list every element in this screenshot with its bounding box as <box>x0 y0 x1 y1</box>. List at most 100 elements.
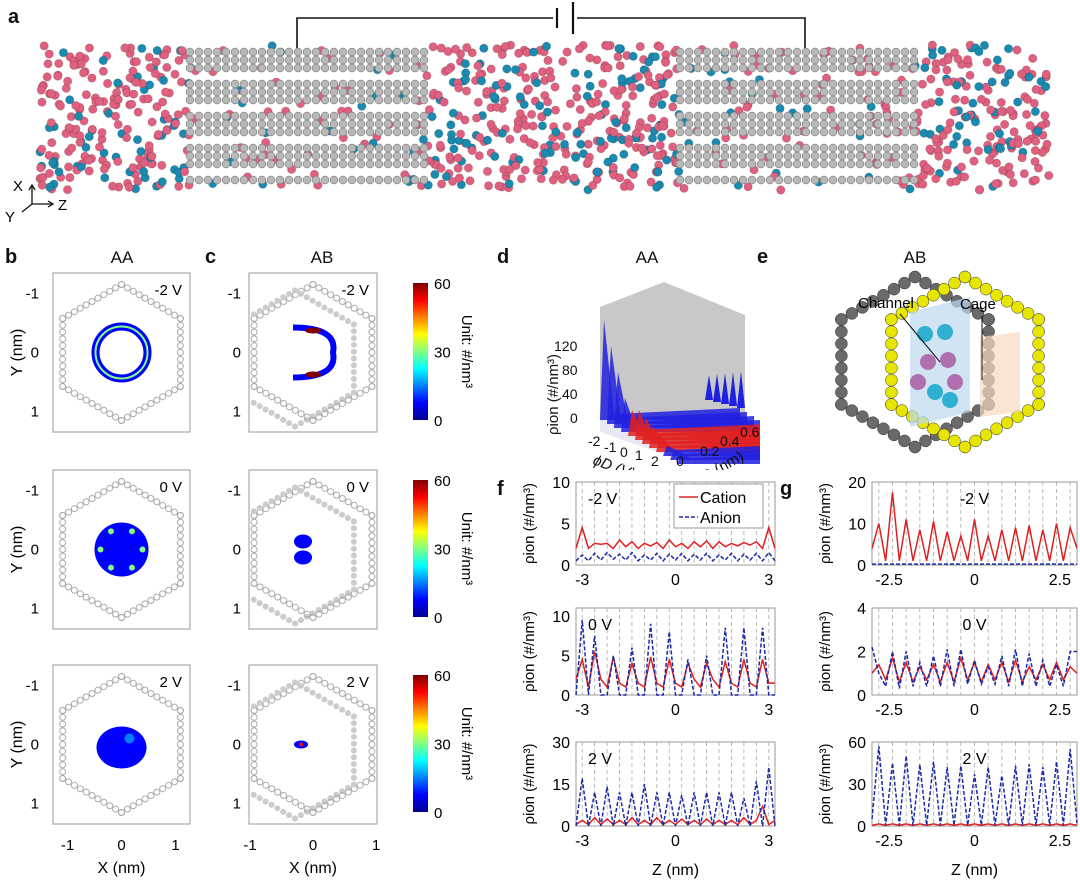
plot-frame <box>575 741 776 827</box>
y-tick-label: 0 <box>233 737 241 754</box>
colorbar-tick: 60 <box>434 276 451 293</box>
electrode-atom <box>419 127 429 137</box>
density-slice <box>621 398 760 432</box>
y-axis-label: ρion (#/nm³) <box>817 743 834 824</box>
lattice-atom <box>285 795 293 803</box>
lattice-atom <box>356 389 364 397</box>
electrode-atom <box>729 95 739 105</box>
electrode-atom <box>203 159 213 169</box>
ion-sphere <box>174 181 184 192</box>
ion-sphere <box>62 185 73 195</box>
electrode-atom <box>882 63 892 73</box>
electrode-atom <box>374 47 384 57</box>
electrode-atom <box>392 143 402 153</box>
ion-sphere <box>996 106 1007 116</box>
electrode-atom <box>347 95 357 105</box>
ion-sphere <box>937 324 953 340</box>
y-tick-label: -1 <box>228 678 241 695</box>
electrode-atom <box>392 79 402 89</box>
ion-sphere <box>593 89 603 99</box>
lattice-atom <box>339 314 346 321</box>
framework-atom <box>895 404 909 417</box>
electrode-atom <box>810 151 820 161</box>
ion-sphere <box>631 128 642 139</box>
electrode-atom <box>275 55 285 65</box>
framework-atom <box>885 313 898 326</box>
electrode-atom <box>311 175 321 185</box>
lattice-atom <box>309 673 317 680</box>
electrode-atom <box>810 111 820 121</box>
ion-sphere <box>657 121 668 131</box>
framework-atom <box>1032 361 1045 375</box>
ion-sphere <box>942 77 953 87</box>
electrode-atom <box>720 175 730 185</box>
lattice-atom <box>250 349 258 356</box>
lattice-atom <box>123 481 131 489</box>
electrode-atom <box>711 175 721 185</box>
electrode-atom <box>684 159 694 169</box>
electrode-atom <box>275 47 285 57</box>
electrode-atom <box>419 47 429 57</box>
electrode-atom <box>747 143 757 153</box>
lattice-atom <box>59 707 67 714</box>
lattice-atom <box>315 610 323 618</box>
electrode-atom <box>230 79 240 89</box>
electrode-atom <box>248 175 258 185</box>
ion-sphere <box>550 82 560 92</box>
lattice-atom <box>350 761 357 768</box>
electrode-atom <box>684 143 694 153</box>
framework-atom <box>885 325 898 338</box>
lattice-atom <box>106 802 114 810</box>
lattice-atom <box>176 518 184 526</box>
ion-sphere <box>954 121 965 131</box>
lattice-atom <box>171 703 179 711</box>
lattice-atom <box>106 607 114 615</box>
framework-atom <box>1011 301 1024 314</box>
lattice-atom <box>321 501 328 508</box>
lattice-atom <box>274 689 281 696</box>
framework-atom <box>1032 349 1045 363</box>
electrode-atom <box>338 159 348 169</box>
ion-sphere <box>1012 97 1023 107</box>
electrode-atom <box>792 47 802 57</box>
lattice-atom <box>291 603 299 611</box>
lattice-atom <box>344 593 352 601</box>
electrode-atom <box>837 79 847 89</box>
lattice-atom <box>280 294 287 301</box>
electrode-atom <box>837 175 847 185</box>
x-tick-label: 3 <box>764 833 773 850</box>
lattice-atom <box>368 315 376 322</box>
lattice-atom <box>59 349 67 356</box>
framework-atom <box>937 428 951 442</box>
electrode-atom <box>783 63 793 73</box>
electrode-atom <box>365 151 375 161</box>
electrode-atom <box>383 79 393 89</box>
ion-sphere <box>47 137 57 148</box>
ion-sphere <box>511 161 521 171</box>
lattice-atom <box>268 693 275 700</box>
lattice-atom <box>327 603 335 611</box>
lattice-atom <box>356 781 364 789</box>
ion-sphere <box>177 45 187 56</box>
x-tick-label: 0 <box>671 702 680 719</box>
ion-sphere <box>943 125 953 135</box>
electrode-atom <box>230 63 240 73</box>
ion-sphere <box>44 168 55 179</box>
electrode-atom <box>774 63 784 73</box>
lattice-atom <box>70 505 78 513</box>
electrode-atom <box>203 119 213 129</box>
electrode-atom <box>720 55 730 65</box>
framework-atom <box>885 373 898 387</box>
electrode-atom <box>882 143 892 153</box>
ion-sphere <box>94 96 105 107</box>
lattice-atom <box>333 508 340 515</box>
lattice-atom <box>59 754 67 762</box>
ion-sphere <box>512 124 523 134</box>
electrode-atom <box>221 95 231 105</box>
lattice-atom <box>129 410 137 418</box>
ion-sphere <box>546 73 556 83</box>
electrode-atom <box>909 79 919 89</box>
ion-sphere <box>48 158 58 168</box>
